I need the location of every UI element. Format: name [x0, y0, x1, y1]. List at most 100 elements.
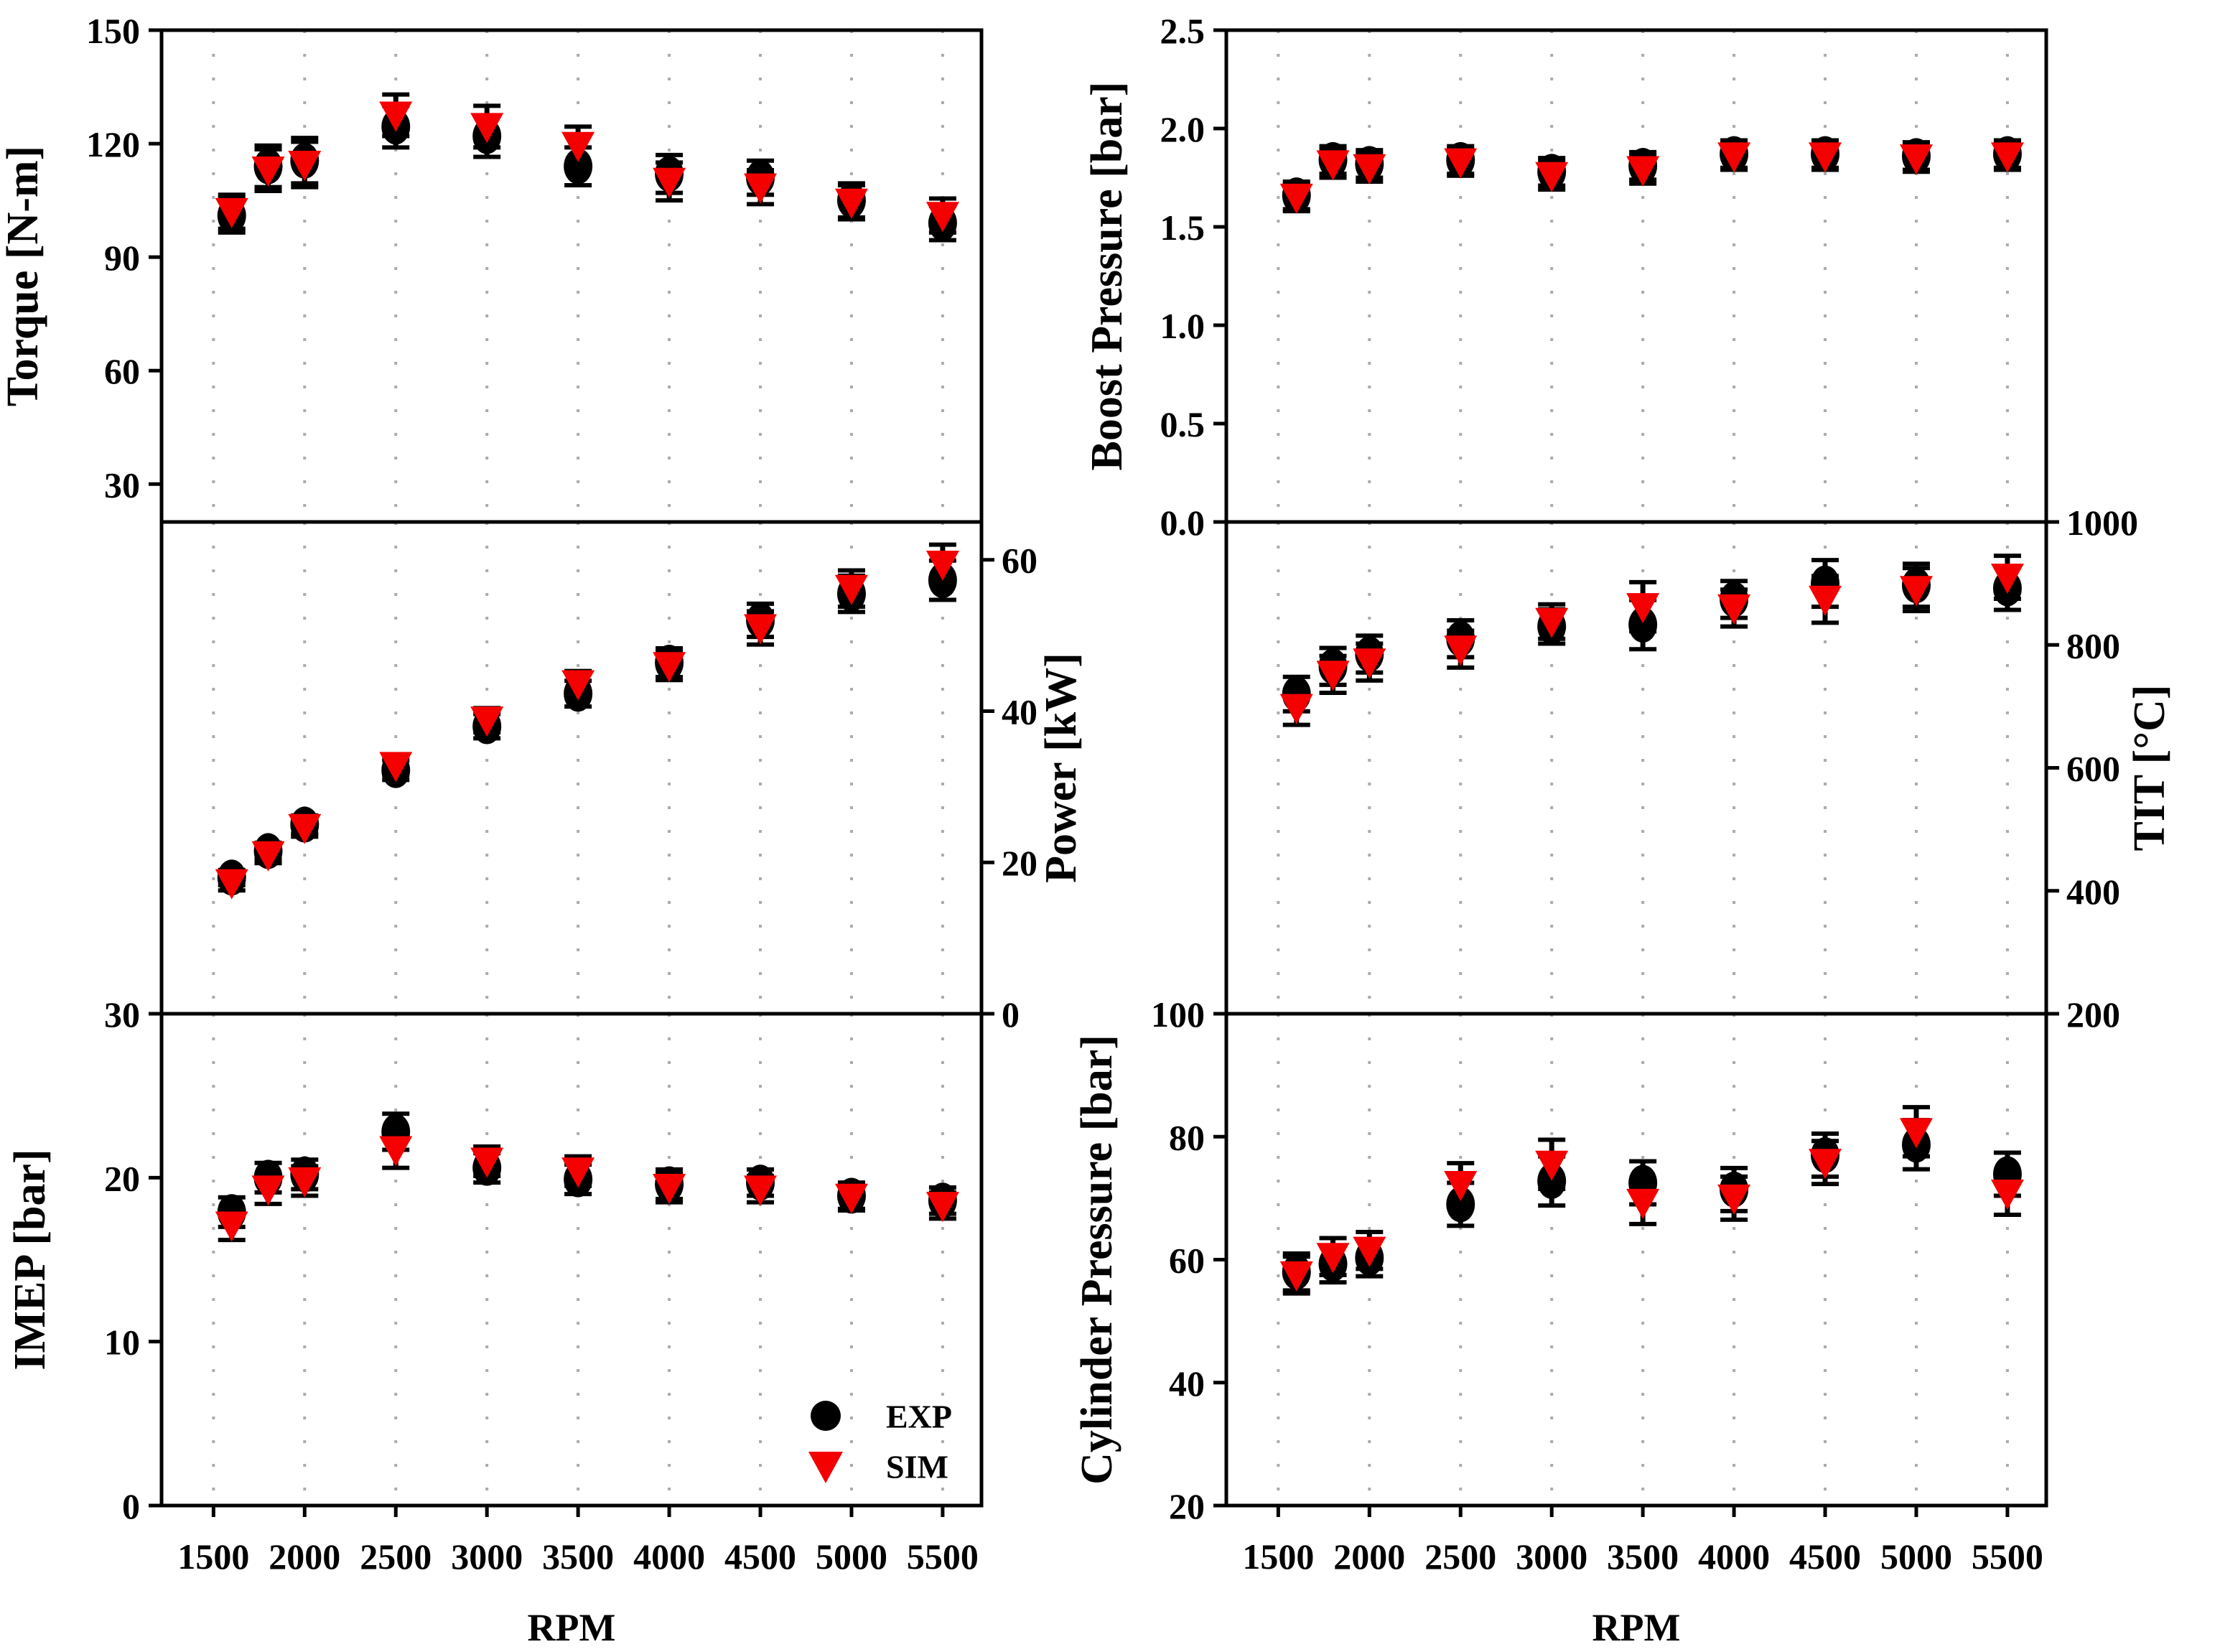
panel-power: 0 20 40 60 Power [kW]	[159, 520, 1086, 1035]
exp-marker	[564, 148, 593, 185]
panel-frame	[159, 1012, 984, 1508]
sim-marker	[1899, 576, 1933, 607]
sim-marker	[653, 1174, 686, 1205]
x-tick-label: 1500	[1242, 1536, 1314, 1577]
y-tick-label: 80	[1169, 1117, 1205, 1157]
y-tick-label: 100	[1151, 994, 1205, 1035]
sim-marker	[1717, 142, 1751, 173]
sim-marker	[1626, 593, 1660, 624]
x-tick-label: 5000	[816, 1536, 887, 1577]
sim-marker	[653, 652, 686, 683]
sim-marker	[834, 188, 868, 219]
sim-marker	[379, 101, 413, 132]
y-tick-label: 40	[1002, 691, 1037, 732]
y-tick-label: 200	[2066, 994, 2120, 1035]
y-tick-label: 800	[2066, 625, 2120, 666]
y-tick-label: 0	[1002, 994, 1020, 1035]
sim-marker	[470, 113, 504, 144]
x-tick-label: 4000	[1698, 1536, 1770, 1577]
sim-marker	[1316, 661, 1350, 691]
exp-marker	[1628, 606, 1658, 643]
sim-marker	[288, 151, 322, 182]
sim-marker	[744, 173, 778, 204]
y-axis-title-tit: TIT [°C]	[2125, 684, 2174, 851]
y-axis-title-boost-pressure: Boost Pressure [bar]	[1083, 82, 1132, 471]
sim-marker	[1990, 1180, 2024, 1210]
y-tick-label: 1.0	[1160, 306, 1205, 346]
legend-sim-marker	[808, 1452, 843, 1483]
sim-marker	[1444, 1171, 1478, 1202]
sim-marker	[1990, 142, 2024, 173]
sim-marker	[1353, 154, 1386, 185]
x-tick-label: 4000	[633, 1536, 705, 1577]
x-tick-label: 4500	[1789, 1536, 1861, 1577]
y-tick-label: 2.0	[1160, 109, 1205, 149]
x-tick-label: 3000	[1516, 1536, 1587, 1577]
x-axis-title: RPM	[528, 1606, 616, 1649]
sim-marker	[379, 752, 413, 783]
sim-marker	[1717, 1184, 1751, 1215]
y-tick-label: 120	[86, 124, 140, 164]
y-axis-title-power: Power [kW]	[1037, 653, 1086, 883]
sim-marker	[744, 614, 778, 645]
y-tick-label: 2.5	[1160, 11, 1205, 51]
sim-marker	[1353, 648, 1386, 679]
sim-marker	[561, 131, 595, 162]
legend-sim-label: SIM	[886, 1449, 948, 1485]
sim-marker	[251, 1175, 285, 1206]
sim-marker	[1279, 183, 1313, 214]
sim-marker	[288, 813, 322, 844]
sim-marker	[925, 202, 959, 233]
y-tick-label: 600	[2066, 749, 2120, 789]
sim-marker	[251, 156, 285, 187]
y-tick-label: 0.5	[1160, 404, 1205, 444]
exp-marker	[1446, 1186, 1475, 1223]
x-tick-label: 2000	[269, 1536, 340, 1577]
y-axis-title-imep: IMEP [bar]	[6, 1149, 55, 1370]
y-tick-label: 20	[1169, 1486, 1205, 1526]
x-tick-label: 5500	[907, 1536, 979, 1577]
x-tick-label: 2500	[360, 1536, 432, 1577]
sim-marker	[470, 706, 504, 737]
x-tick-label: 2000	[1333, 1536, 1405, 1577]
x-tick-label: 3500	[542, 1536, 614, 1577]
x-tick-label: 3000	[451, 1536, 523, 1577]
sim-marker	[288, 1167, 322, 1198]
sim-marker	[1535, 607, 1569, 638]
y-tick-label: 60	[1002, 541, 1037, 581]
legend-exp-marker	[811, 1401, 841, 1431]
y-tick-label: 90	[104, 238, 140, 278]
y-tick-label: 60	[104, 351, 140, 391]
y-axis-title-cylinder-pressure: Cylinder Pressure [bar]	[1073, 1035, 1121, 1485]
sim-marker	[1444, 148, 1478, 179]
sim-marker	[1353, 1236, 1386, 1267]
y-tick-label: 20	[104, 1158, 140, 1198]
sim-marker	[834, 1183, 868, 1214]
panel-imep: 0 10 20 30 IMEP [bar] 1500 2000 2500 3000 3500 400…	[6, 994, 984, 1649]
sim-marker	[1316, 1243, 1350, 1274]
sim-marker	[1899, 144, 1933, 175]
sim-marker	[1316, 150, 1350, 181]
y-axis-title-torque: Torque [N-m]	[0, 146, 47, 406]
y-tick-label: 150	[86, 11, 140, 51]
legend-exp-label: EXP	[886, 1399, 952, 1435]
sim-marker	[1899, 1118, 1933, 1149]
y-tick-label: 1.5	[1160, 207, 1205, 248]
y-tick-label: 400	[2066, 872, 2120, 912]
x-tick-label: 5000	[1880, 1536, 1952, 1577]
sim-marker	[1535, 162, 1569, 192]
y-tick-label: 0	[122, 1486, 140, 1526]
y-tick-label: 1000	[2066, 503, 2138, 543]
sim-marker	[1717, 594, 1751, 625]
sim-marker	[470, 1147, 504, 1178]
y-tick-label: 20	[1002, 843, 1037, 883]
y-tick-label: 60	[1169, 1241, 1205, 1281]
sim-marker	[1809, 585, 1842, 616]
sim-marker	[744, 1175, 778, 1206]
y-tick-label: 30	[104, 994, 140, 1035]
panel-tit: 200 400 600 800 1000 TIT [°C]	[1224, 503, 2174, 1035]
sim-marker	[215, 1211, 248, 1242]
sim-marker	[1444, 635, 1478, 666]
